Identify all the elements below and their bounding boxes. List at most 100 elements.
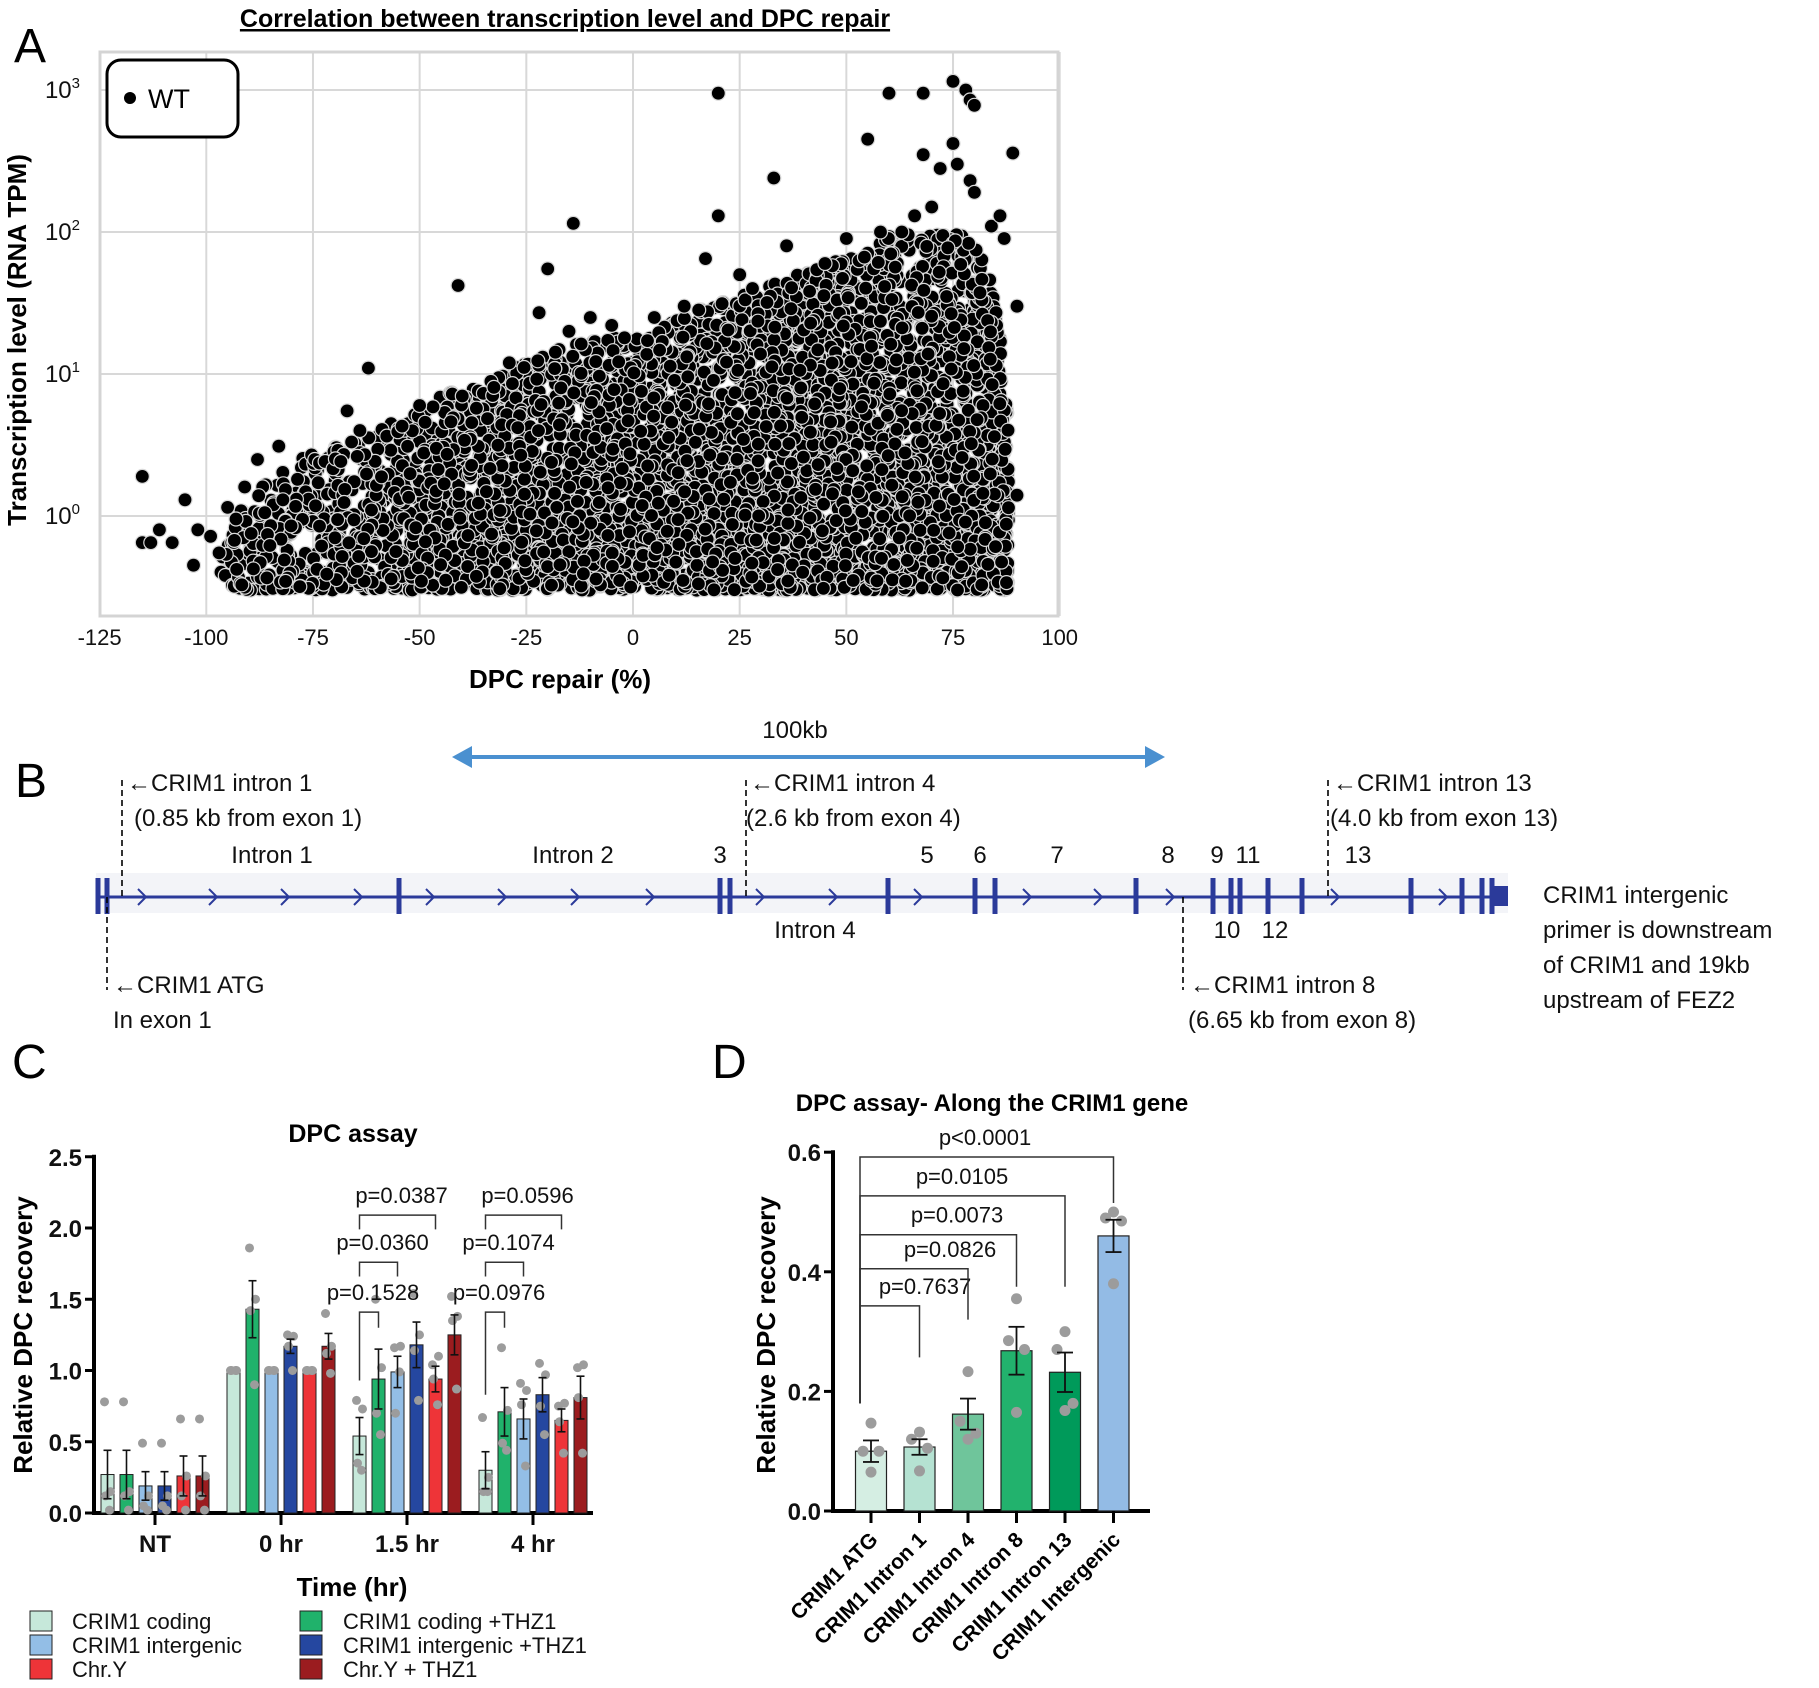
scatter-point <box>986 429 1003 445</box>
scatter-point <box>621 391 637 408</box>
scatter-point <box>226 532 242 549</box>
scatter-point <box>909 540 925 556</box>
scatter-point <box>330 511 346 528</box>
scatter-point <box>425 399 441 415</box>
scatter-point <box>640 458 656 474</box>
scatter-point <box>914 320 930 336</box>
scatter-point <box>859 458 875 474</box>
scatter-point <box>551 395 567 411</box>
scatter-point <box>805 437 821 453</box>
scatter-point <box>516 471 533 487</box>
scatter-point <box>243 525 259 542</box>
scatter-point <box>912 522 928 538</box>
scatter-point <box>966 357 982 374</box>
scatter-point <box>532 464 548 480</box>
scatter-point <box>935 570 951 586</box>
scatter-point <box>484 526 500 542</box>
scatter-point <box>622 446 638 462</box>
scatter-point <box>573 578 589 594</box>
scatter-point <box>859 351 875 367</box>
scatter-point <box>844 419 860 435</box>
scatter-point <box>651 342 668 358</box>
scatter-point <box>400 438 416 454</box>
scatter-point <box>529 371 545 387</box>
scatter-point <box>735 431 752 447</box>
scatter-point <box>588 354 604 370</box>
scatter-point <box>866 375 882 391</box>
scatter-point <box>894 320 910 336</box>
scatter-point <box>980 556 996 573</box>
scatter-point <box>974 577 990 593</box>
scatter-point <box>623 579 639 595</box>
scatter-point <box>645 408 662 424</box>
scatter-point <box>755 494 771 510</box>
scatter-point <box>262 537 278 554</box>
scatter-point <box>807 481 824 497</box>
scatter-point <box>729 406 746 422</box>
scatter-point <box>468 400 484 416</box>
scatter-point <box>604 558 621 575</box>
scatter-point <box>311 518 328 534</box>
scatter-point <box>690 576 707 592</box>
scatter-point <box>408 520 424 536</box>
scatter-point <box>356 531 372 547</box>
scatter-point <box>565 514 581 530</box>
scatter-point <box>879 407 896 423</box>
scatter-point <box>588 571 604 587</box>
scatter-point <box>853 295 869 311</box>
scatter-point <box>599 421 615 437</box>
scatter-point <box>906 364 923 380</box>
scatter-point <box>887 259 903 275</box>
scatter-point <box>514 534 530 550</box>
scatter-point <box>636 436 652 452</box>
scatter-point <box>439 446 455 462</box>
scatter-point <box>522 506 538 522</box>
scatter-point <box>840 290 856 306</box>
scatter-point <box>793 380 809 396</box>
scatter-point <box>664 414 680 430</box>
scatter-point <box>801 283 818 299</box>
scatter-point <box>910 304 926 321</box>
scatter-point <box>691 302 707 318</box>
scatter-point <box>850 484 867 500</box>
scatter-point <box>573 365 589 381</box>
scatter-point <box>888 352 905 368</box>
scatter-point <box>941 525 957 541</box>
scatter-point <box>960 235 977 251</box>
scatter-point <box>675 572 691 589</box>
scatter-point <box>394 418 410 434</box>
scatter-point <box>750 436 766 452</box>
scatter-point <box>925 553 941 569</box>
scatter-point <box>553 380 569 396</box>
scatter-point <box>251 488 267 504</box>
scatter-point <box>843 354 859 370</box>
scatter-point <box>951 412 967 428</box>
scatter-point <box>436 476 452 492</box>
scatter-point <box>955 383 971 399</box>
scatter-point <box>845 463 861 479</box>
scatter-point <box>646 390 662 406</box>
panel-letter-a: A <box>14 20 46 73</box>
scatter-point <box>528 523 545 539</box>
scatter-point <box>689 557 705 573</box>
scatter-frame <box>98 50 1060 618</box>
scatter-point <box>383 571 399 587</box>
scatter-point <box>716 491 732 507</box>
scatter-point <box>576 553 592 569</box>
scatter-point <box>337 481 353 497</box>
scatter-point <box>807 546 823 563</box>
scatter-point <box>832 381 848 397</box>
scatter-point <box>479 411 496 427</box>
scatter-point <box>907 469 923 485</box>
scatter-point <box>814 523 831 539</box>
scatter-point <box>816 288 832 304</box>
scatter-point <box>984 451 1000 467</box>
scatter-point <box>977 515 994 531</box>
scatter-point <box>758 419 774 435</box>
scatter-point <box>834 270 851 286</box>
scatter-point <box>307 498 324 514</box>
scatter-title: Correlation between transcription level … <box>240 5 890 33</box>
scatter-point <box>587 430 603 446</box>
scatter-point <box>794 409 810 425</box>
